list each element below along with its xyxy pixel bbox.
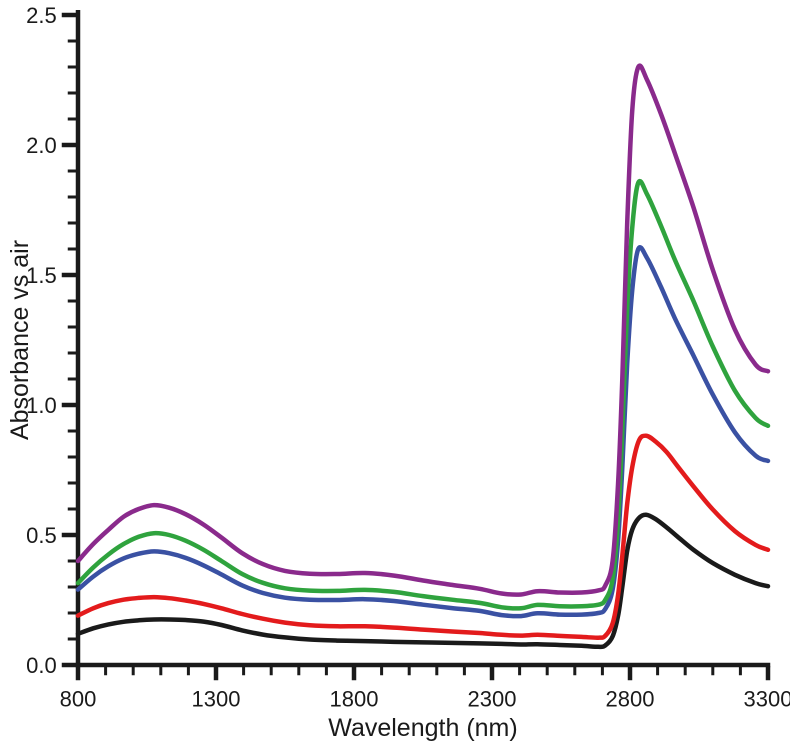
axis-labels: Wavelength (nm) Absorbance vs air [6,240,518,742]
x-tick-label: 2300 [468,686,517,711]
series-purple-line [75,63,771,597]
y-tick-label: 2.0 [26,133,57,158]
y-tick-label: 1.5 [26,263,57,288]
y-tick-label: 2.5 [26,3,57,28]
tick-labels: 0.0 0.5 1.0 1.5 2.0 2.5 800 1300 1800 2300 2800 330… [26,3,790,711]
x-tick-label: 2800 [606,686,655,711]
spectra-curves [75,63,771,650]
y-tick-label: 1.0 [26,393,57,418]
axis-ticks [61,12,771,681]
x-tick-label: 1300 [192,686,241,711]
x-tick-label: 3300 [744,686,790,711]
y-tick-label: 0.0 [26,653,57,678]
series-red-line [75,433,771,640]
x-tick-label: 800 [60,686,97,711]
series-black-line [75,512,771,650]
x-tick-label: 1800 [330,686,379,711]
x-axis-title: Wavelength (nm) [328,714,517,742]
y-tick-label: 0.5 [26,523,57,548]
axis-lines [75,10,771,668]
y-axis-title: Absorbance vs air [6,240,34,440]
series-blue-line [75,245,771,619]
series-green-line [75,178,771,611]
